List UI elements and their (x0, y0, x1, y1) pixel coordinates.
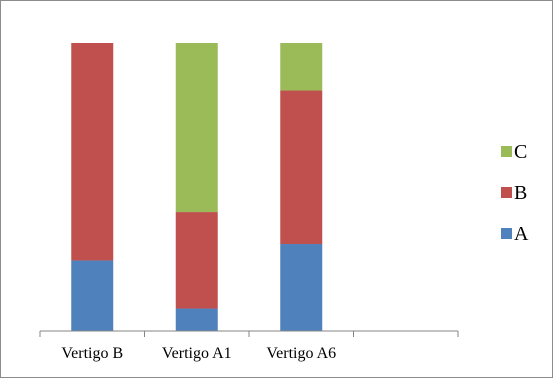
legend-label-a: A (514, 223, 529, 245)
bar-segment-a-2 (280, 244, 323, 331)
bar-segment-c-2 (280, 43, 323, 91)
x-tick-label: Vertigo B (61, 345, 123, 362)
legend-swatch-b (501, 187, 512, 198)
bar-segment-a-1 (175, 308, 218, 331)
bar-segment-b-2 (280, 90, 323, 245)
x-tick-label: Vertigo A1 (162, 345, 232, 362)
bar-segment-a-0 (71, 260, 114, 331)
legend-swatch-c (501, 146, 512, 157)
bar-segment-b-1 (175, 212, 218, 309)
legend-label-c: C (514, 141, 527, 163)
bar-segment-c-1 (175, 43, 218, 213)
bar-segment-b-0 (71, 43, 114, 261)
x-tick-label: Vertigo A6 (266, 345, 336, 362)
legend-swatch-a (501, 228, 512, 239)
legend-label-b: B (514, 182, 527, 204)
